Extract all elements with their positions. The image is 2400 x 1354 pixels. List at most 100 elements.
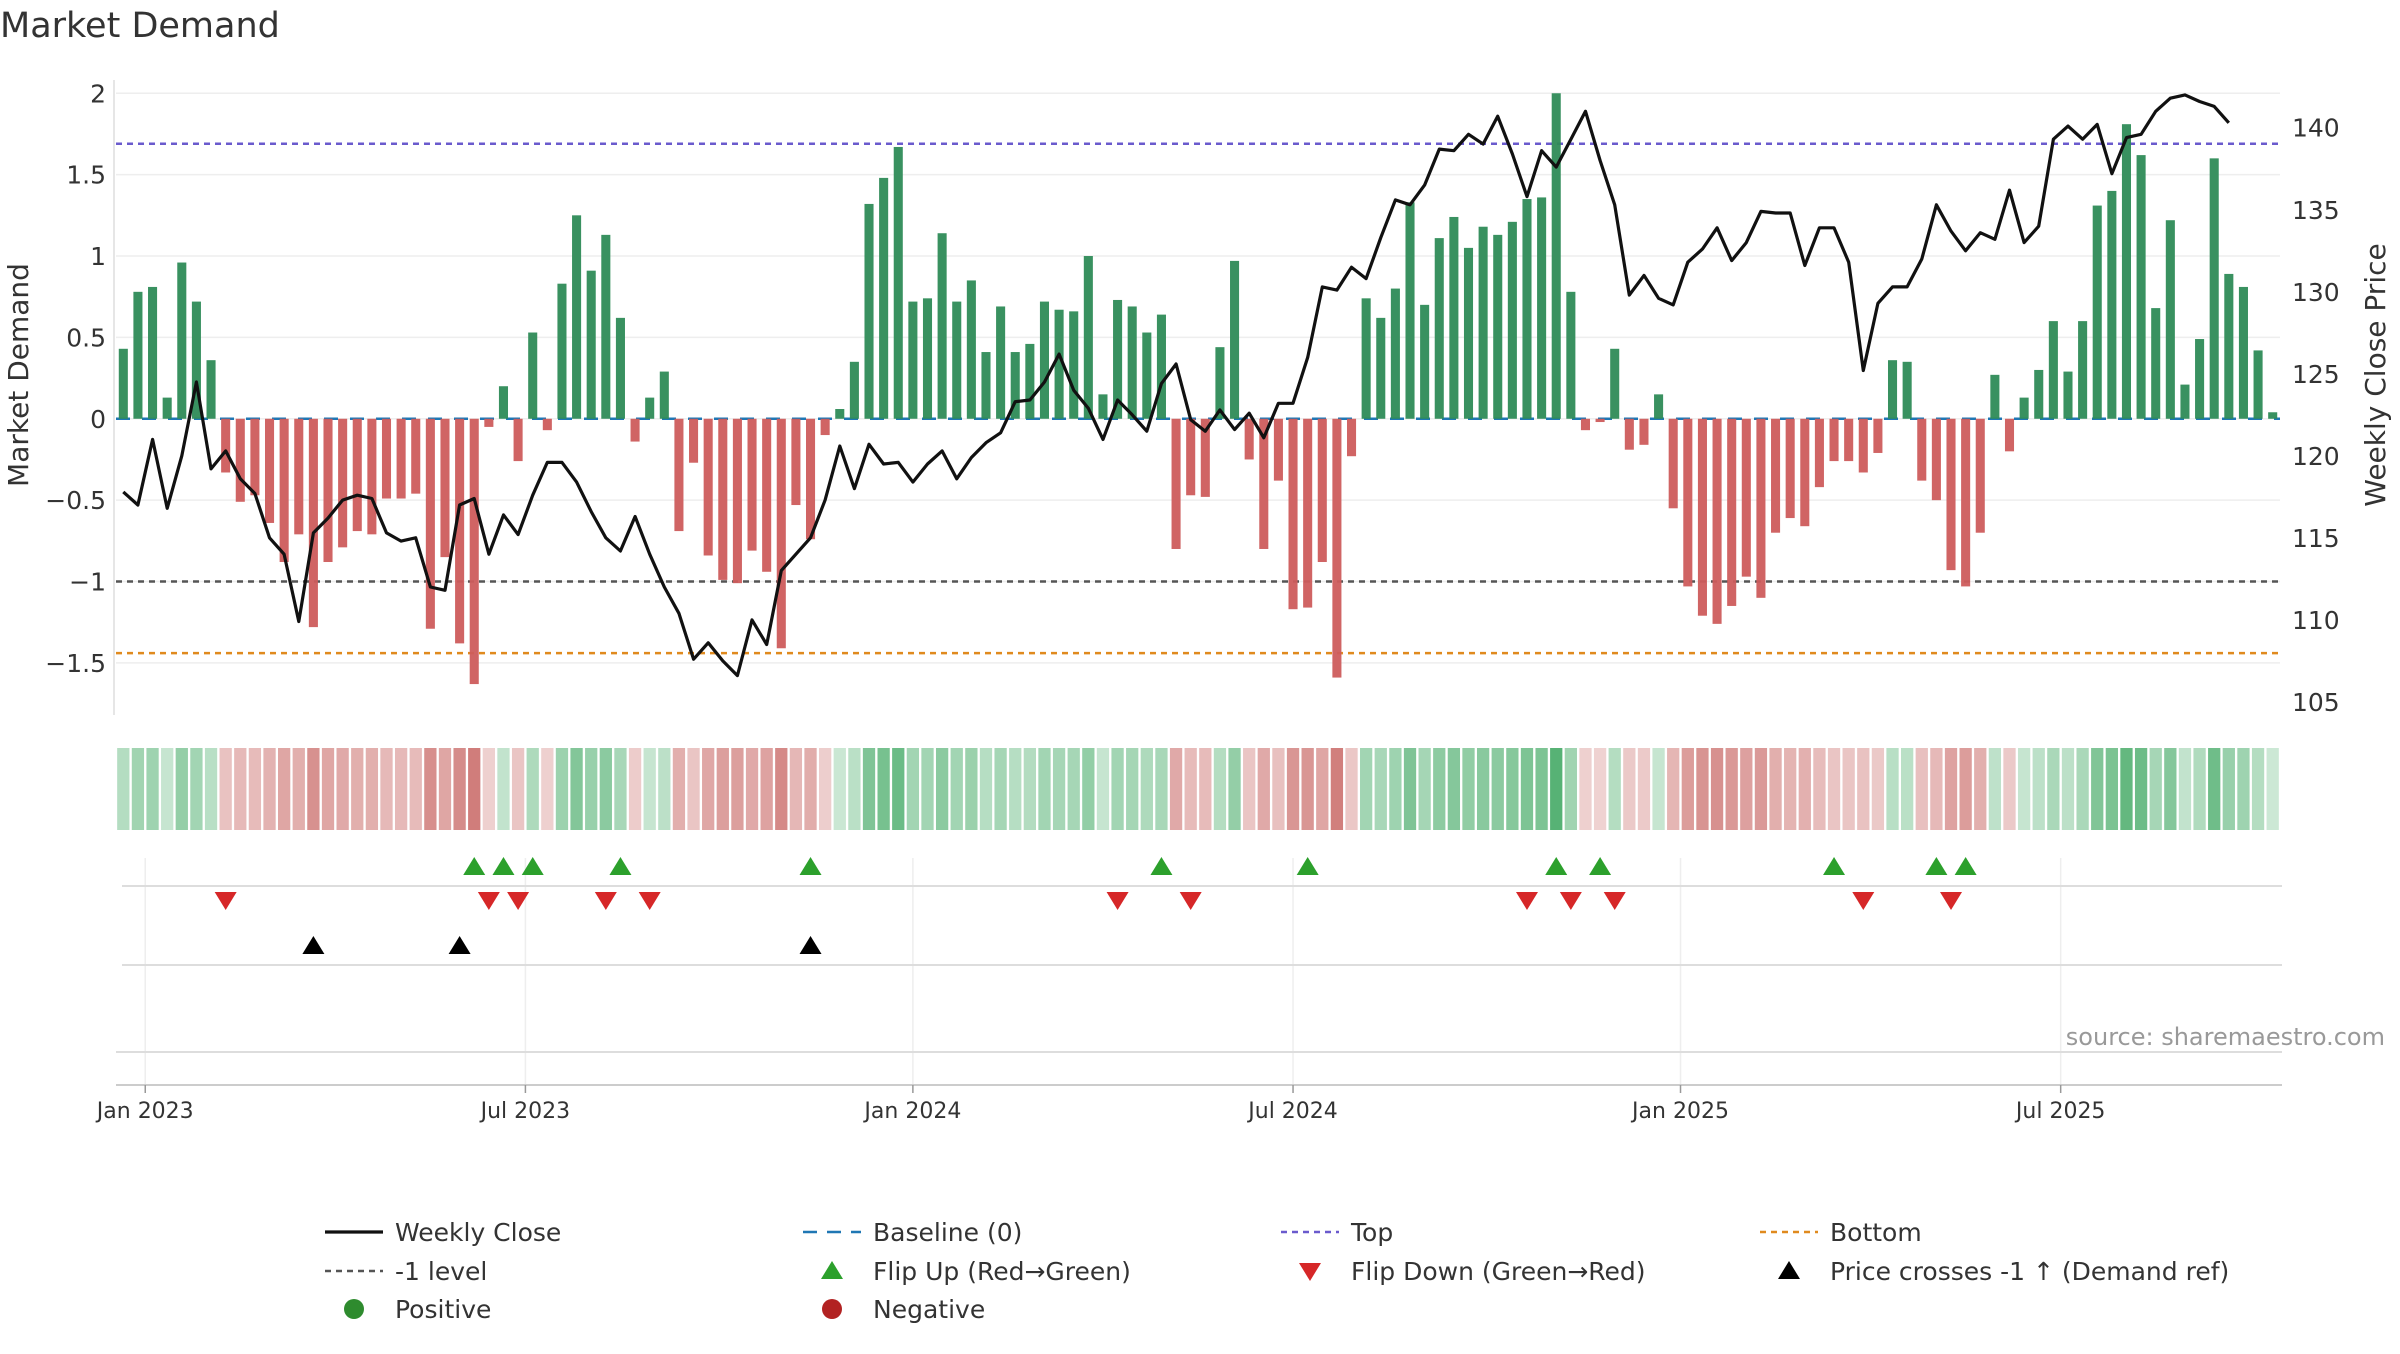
demand-bar [425, 418, 435, 629]
strip-cell [2076, 748, 2089, 830]
flip-down-marker [1852, 892, 1875, 910]
strip-cell [1813, 748, 1826, 830]
demand-bar [630, 418, 640, 442]
strip-cell [1067, 748, 1080, 830]
demand-bar [542, 418, 552, 431]
demand-bar [1186, 418, 1196, 496]
strip-cell [146, 748, 159, 830]
flip-down-marker [1940, 892, 1963, 910]
demand-bar [2004, 418, 2015, 452]
demand-bar [1010, 352, 1020, 419]
strip-cell [979, 748, 993, 830]
strip-cell [1608, 748, 1621, 830]
demand-bar [133, 291, 143, 419]
demand-bar [893, 146, 903, 419]
strip-cell [1550, 748, 1563, 830]
flip-down-marker [1603, 892, 1626, 910]
demand-bar [323, 418, 333, 563]
strip-cell [1754, 748, 1768, 830]
demand-bar [820, 418, 830, 436]
strip-cell [775, 748, 788, 830]
strip-cell [1857, 748, 1870, 830]
strip-cell [935, 748, 949, 830]
y2-tick-label: 135 [2292, 196, 2340, 225]
demand-bar [1741, 418, 1751, 577]
strip-cell [1111, 748, 1124, 830]
demand-bar [1390, 288, 1400, 419]
strip-cell [1447, 748, 1461, 830]
demand-bar [2063, 371, 2073, 419]
strip-cell [2032, 748, 2045, 830]
demand-bar [805, 418, 816, 540]
strip-cell [526, 748, 539, 830]
strip-cell [833, 748, 846, 830]
strip-cell [541, 748, 554, 830]
strip-cell [687, 748, 700, 830]
flip-up-marker [463, 857, 486, 875]
event-marker-rows: Jan 2023 Jul 2023 Jan 2024 Jul 2024 Jan 2025… [95, 857, 2282, 1124]
demand-bar [601, 234, 611, 419]
strip-cell [1696, 748, 1709, 830]
legend-item-positive: Positive [344, 1295, 491, 1324]
strip-cell [438, 748, 452, 830]
strip-cell [585, 748, 598, 830]
legend-label: Negative [873, 1295, 985, 1324]
strip-cell [365, 748, 379, 830]
demand-bar [1405, 202, 1415, 419]
strip-cell [1199, 748, 1212, 830]
demand-bar [864, 203, 874, 419]
strip-cell [1901, 748, 1914, 830]
demand-bar [1069, 311, 1079, 419]
demand-bar [1259, 418, 1269, 549]
legend-symbol [1299, 1263, 1321, 1281]
strip-cell [248, 748, 262, 830]
strip-cell [892, 748, 905, 830]
strip-cell [1140, 748, 1153, 830]
flip-up-marker [1589, 857, 1612, 875]
strip-cell [1096, 748, 1110, 830]
demand-bar [557, 283, 567, 419]
demand-bar [1975, 418, 1985, 533]
strip-cell [1316, 748, 1329, 830]
demand-bar [2209, 158, 2219, 419]
strip-cell [2134, 748, 2148, 830]
flip-up-marker [609, 857, 632, 875]
strip-cell [819, 748, 832, 830]
demand-bar [1434, 238, 1444, 419]
legend-label: -1 level [395, 1257, 487, 1286]
demand-bar [689, 418, 699, 463]
strip-cell [1725, 748, 1738, 830]
demand-bar [469, 418, 479, 685]
chart-title: Market Demand [0, 6, 280, 46]
y-tick-label: 1 [90, 242, 106, 271]
flip-down-marker [477, 892, 500, 910]
strip-cell [1491, 748, 1504, 830]
demand-bar [1215, 347, 1225, 419]
demand-bar [148, 286, 158, 419]
strip-cell [2178, 748, 2192, 830]
demand-bar [1595, 418, 1605, 423]
strip-cell [848, 748, 861, 830]
y-axis-label: Market Demand [2, 263, 35, 487]
weekly-close-series [122, 93, 2230, 678]
demand-bar [1931, 418, 1941, 501]
demand-bar [1493, 234, 1503, 419]
strip-cell [161, 748, 174, 830]
y-tick-label: −1 [69, 568, 106, 597]
demand-bar [367, 418, 377, 535]
demand-bar [1654, 394, 1664, 419]
flip-up-marker [1150, 857, 1173, 875]
strip-cell [2120, 748, 2133, 830]
demand-bar [528, 332, 538, 419]
demand-bar [835, 409, 845, 419]
demand-bar [177, 262, 187, 419]
demand-bar [1712, 418, 1722, 624]
demand-bar [981, 352, 991, 419]
demand-bar [1244, 418, 1254, 460]
strip-cell [1798, 748, 1811, 830]
strip-cell [204, 748, 218, 830]
demand-bar [1756, 418, 1766, 598]
strip-cell [643, 748, 656, 830]
